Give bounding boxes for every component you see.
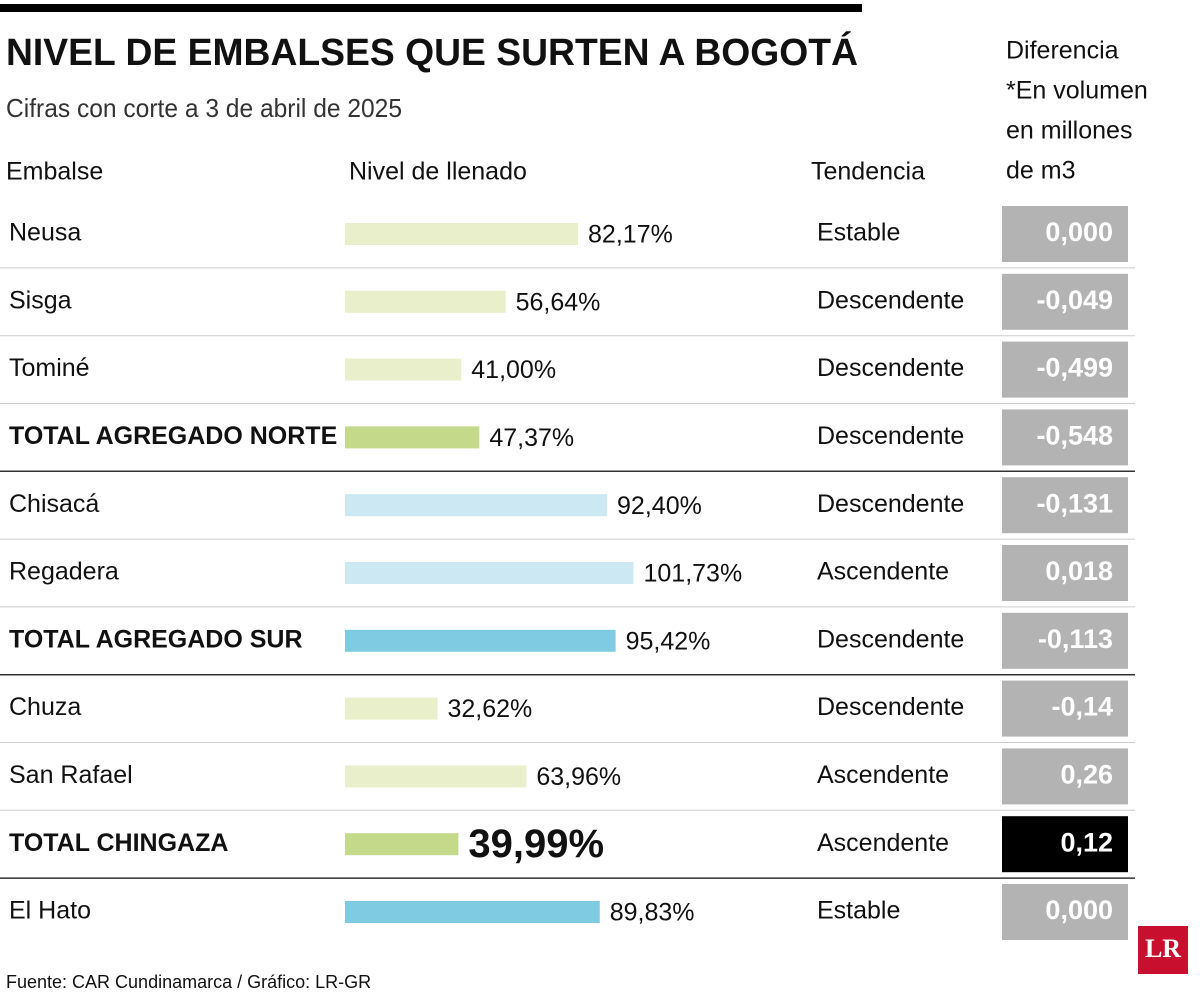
bar [345, 358, 462, 381]
trend: Ascendente [817, 829, 949, 857]
difference-label: -0,548 [1036, 421, 1113, 451]
difference-box [1002, 816, 1128, 873]
difference-label: 0,000 [1045, 895, 1113, 925]
bar [345, 223, 579, 245]
trend: Descendente [817, 693, 964, 721]
difference-label: 0,12 [1060, 827, 1113, 857]
trend: Ascendente [817, 761, 949, 789]
difference-label: 0,26 [1060, 760, 1113, 790]
value-label: 41,00% [471, 356, 556, 384]
difference-box [1002, 409, 1128, 466]
value-label: 39,99% [468, 822, 604, 866]
bar [345, 290, 506, 313]
logo-box [1138, 926, 1188, 974]
chart-title: NIVEL DE EMBALSES QUE SURTEN A BOGOTÁ [6, 30, 858, 74]
row-label: San Rafael [9, 761, 133, 789]
source: Fuente: CAR Cundinamarca / Gráfico: LR-G… [6, 972, 371, 992]
trend: Descendente [817, 490, 964, 518]
trend: Descendente [817, 286, 964, 314]
column-header: de m3 [1006, 157, 1075, 185]
bar [345, 494, 608, 517]
bar [345, 833, 459, 856]
bar [345, 765, 527, 788]
value-label: 89,83% [610, 899, 695, 927]
row-label: Chuza [9, 693, 81, 721]
trend: Descendente [817, 354, 964, 382]
trend: Ascendente [817, 558, 949, 586]
difference-box [1002, 273, 1128, 330]
difference-label: -0,049 [1036, 285, 1113, 315]
difference-label: -0,113 [1038, 624, 1113, 654]
difference-box [1002, 612, 1128, 669]
trend: Descendente [817, 422, 964, 450]
logo: LR [1145, 934, 1181, 963]
value-label: 56,64% [516, 288, 601, 316]
difference-box [1002, 748, 1128, 805]
difference-label: -0,131 [1036, 488, 1113, 518]
row-label: Regadera [9, 558, 119, 586]
value-label: 92,40% [617, 492, 702, 520]
bar [345, 629, 616, 652]
subtitle: Cifras con corte a 3 de abril de 2025 [6, 93, 402, 123]
value-label: 95,42% [626, 627, 711, 655]
trend: Descendente [817, 625, 964, 653]
column-header: Embalse [6, 158, 103, 186]
row-label: Chisacá [9, 490, 99, 518]
difference-label: -0,499 [1036, 353, 1113, 383]
column-header: Diferencia [1006, 37, 1119, 65]
difference-label: 0,018 [1045, 556, 1113, 586]
difference-box [1002, 680, 1128, 737]
row-label: TOTAL AGREGADO NORTE [9, 422, 337, 450]
difference-box [1002, 477, 1128, 534]
difference-box [1002, 884, 1128, 940]
trend: Estable [817, 219, 900, 247]
trend: Estable [817, 897, 900, 925]
column-header: Tendencia [811, 158, 925, 186]
top-rule [0, 4, 862, 12]
bar [345, 562, 634, 584]
row-label: Tominé [9, 354, 90, 382]
value-label: 101,73% [644, 560, 743, 588]
bar [345, 901, 600, 923]
difference-box [1002, 545, 1128, 601]
row-label: El Hato [9, 897, 91, 925]
difference-label: 0,000 [1045, 217, 1113, 247]
column-header: en millones [1006, 117, 1132, 145]
value-label: 32,62% [448, 695, 533, 723]
difference-box [1002, 206, 1128, 262]
row-label: Sisga [9, 286, 72, 314]
value-label: 82,17% [588, 221, 673, 249]
bar [345, 426, 480, 449]
column-header: *En volumen [1006, 77, 1148, 105]
column-header: Nivel de llenado [349, 158, 527, 186]
difference-label: -0,14 [1051, 692, 1113, 722]
row-label: TOTAL AGREGADO SUR [9, 625, 303, 653]
row-label: Neusa [9, 219, 81, 247]
difference-box [1002, 341, 1128, 398]
bar [345, 697, 438, 720]
value-label: 63,96% [536, 763, 621, 791]
row-label: TOTAL CHINGAZA [9, 829, 228, 857]
value-label: 47,37% [489, 424, 574, 452]
